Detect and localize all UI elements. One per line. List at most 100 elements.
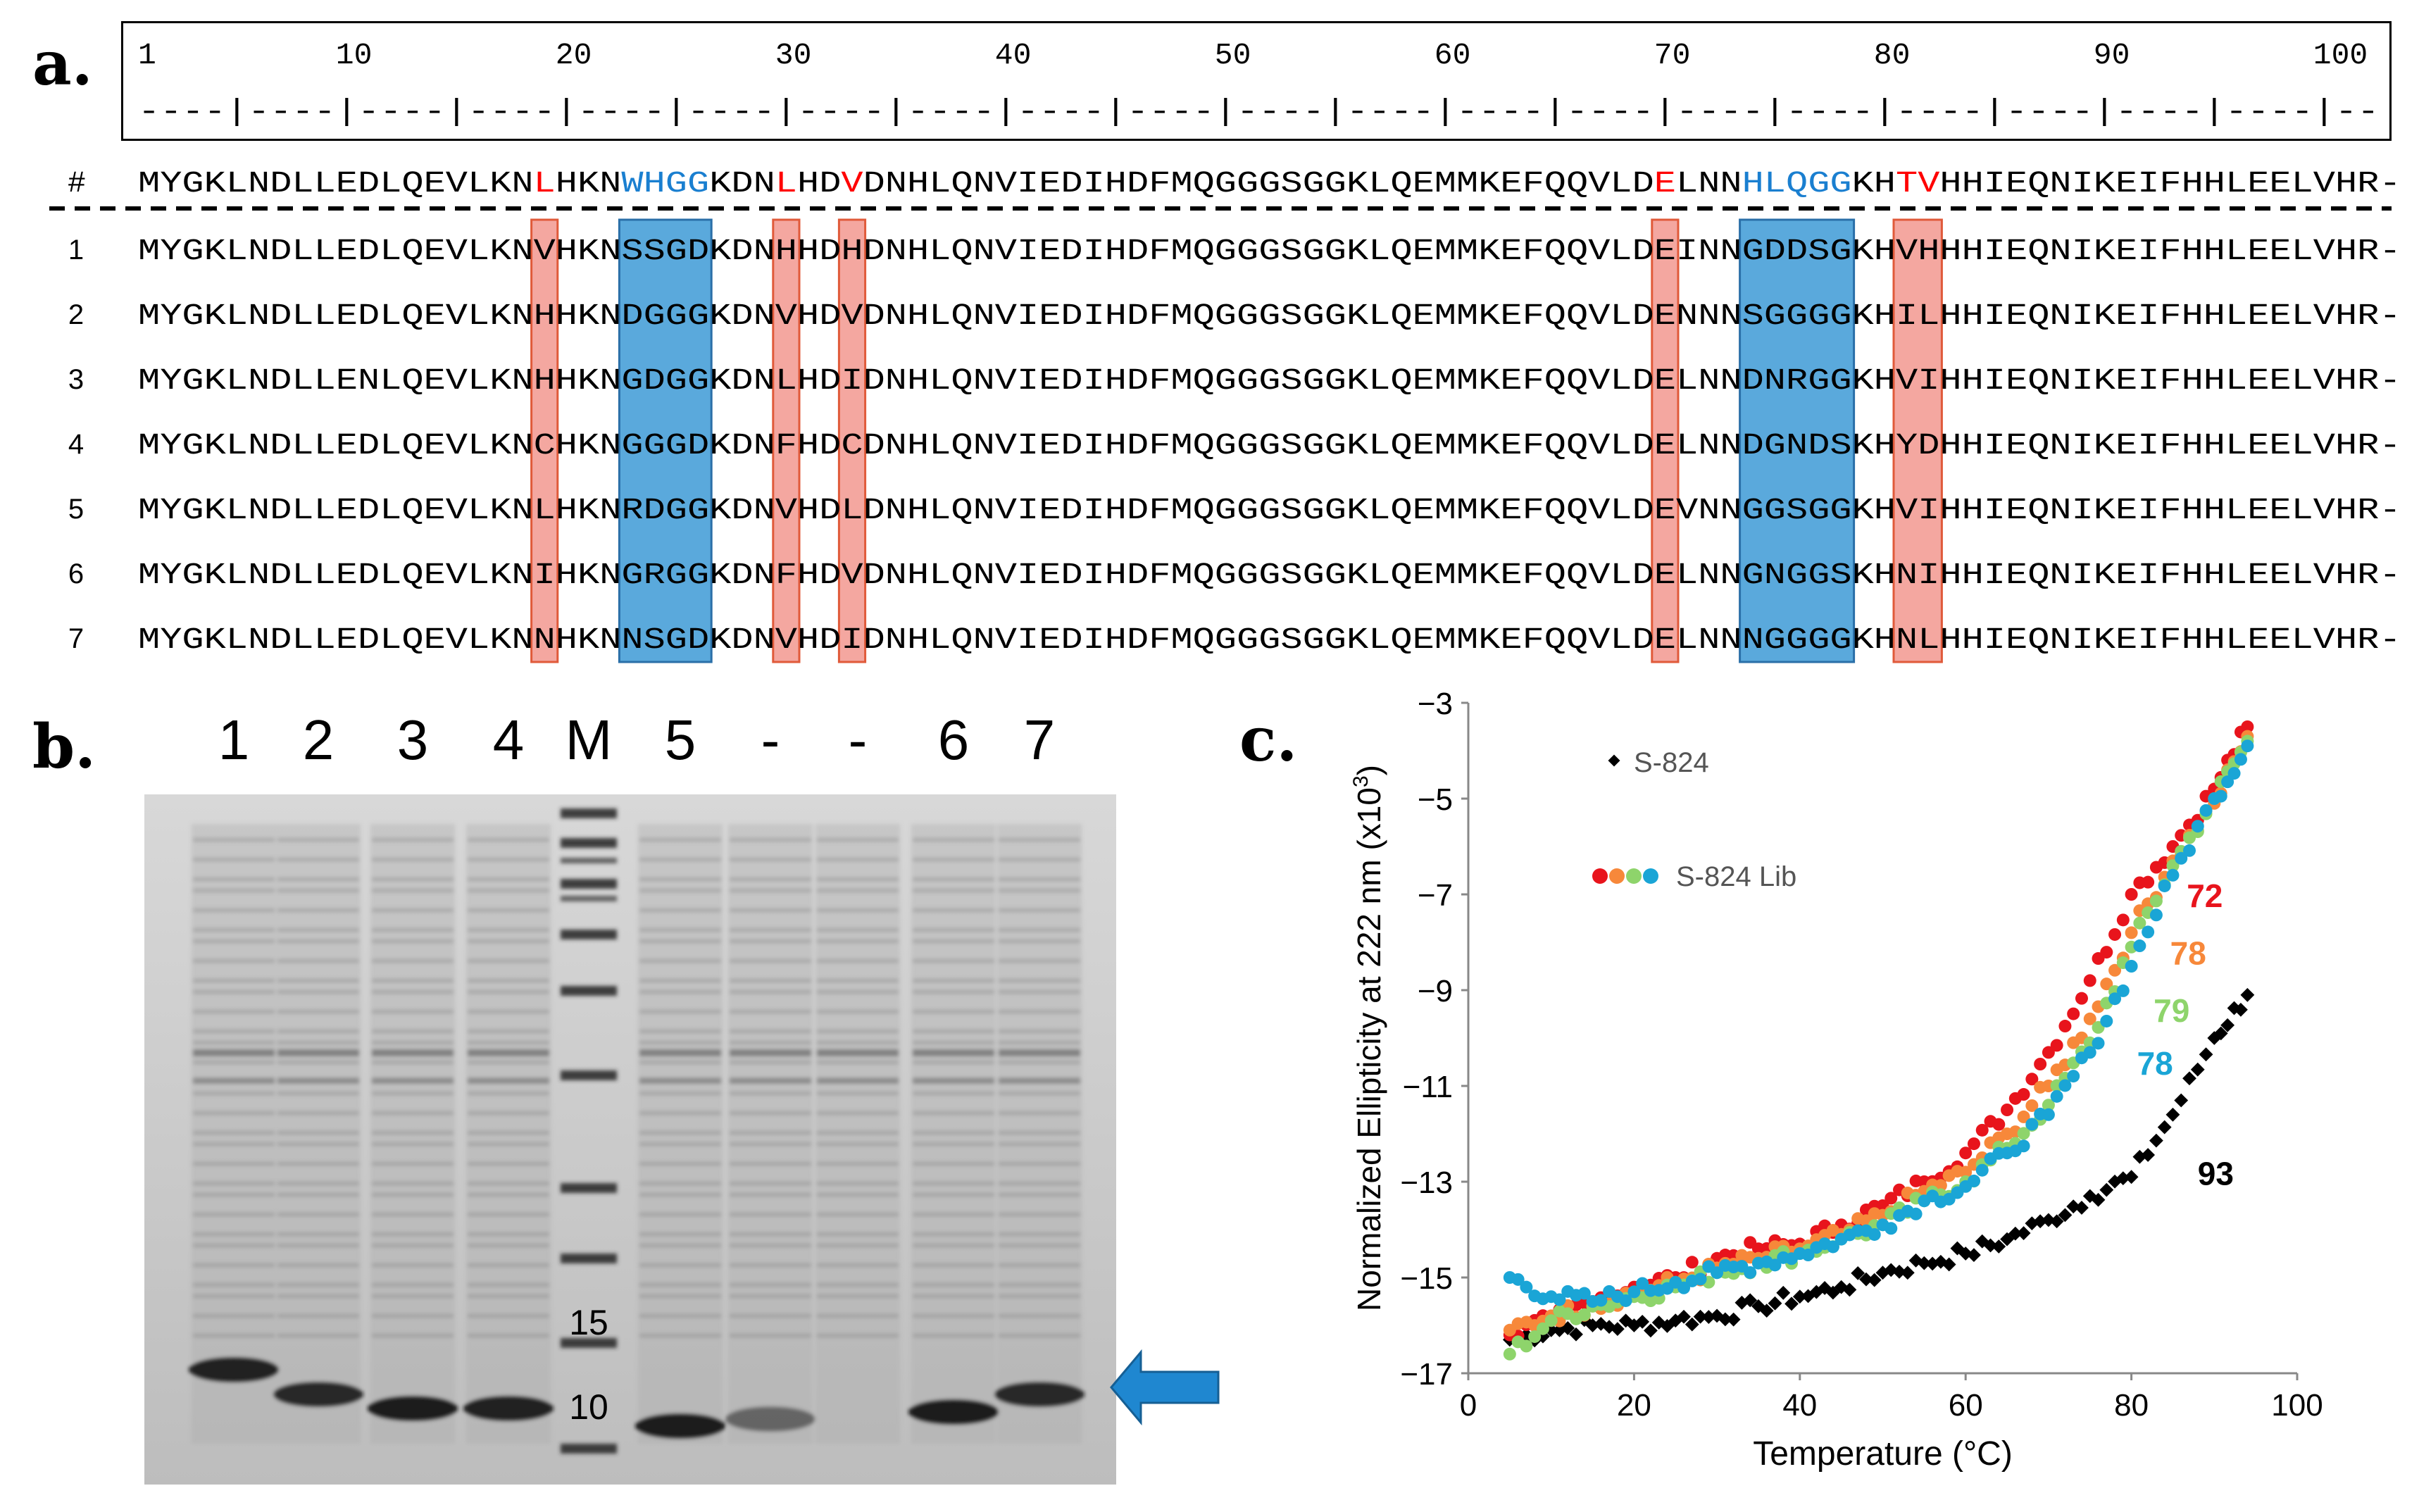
faint-band	[913, 1061, 994, 1064]
marker-band	[561, 896, 617, 901]
faint-band	[639, 939, 721, 943]
faint-band	[817, 1092, 899, 1095]
data-point	[2149, 1133, 2163, 1148]
faint-band	[372, 928, 454, 932]
data-point	[1553, 1293, 1566, 1306]
data-point	[1959, 1166, 1973, 1179]
faint-band	[730, 1030, 811, 1033]
red-highlight-box	[530, 218, 559, 663]
data-point	[2166, 859, 2180, 873]
data-point	[2100, 946, 2113, 959]
lane-label: 2	[303, 708, 335, 771]
faint-band	[468, 1092, 549, 1095]
faint-band	[817, 959, 899, 963]
faint-band	[913, 1232, 994, 1236]
faint-band	[913, 928, 994, 932]
ruler-number: 40	[995, 38, 1032, 73]
sds-page-gel: 1 2 3 4 M 5 - - 6 7 15 10	[144, 708, 1220, 1485]
faint-band	[277, 1283, 359, 1287]
faint-band	[817, 1131, 899, 1135]
data-point	[2042, 1213, 2056, 1227]
faint-band	[913, 1283, 994, 1287]
data-point	[1694, 1273, 1707, 1286]
data-point	[1759, 1304, 1774, 1318]
faint-band	[817, 1193, 899, 1197]
legend-diamond-icon	[1608, 754, 1620, 767]
faint-band	[639, 908, 721, 912]
data-point	[2165, 1107, 2180, 1122]
legend-label: S-824	[1634, 747, 1709, 778]
faint-band	[730, 1314, 811, 1318]
reference-label: #	[68, 166, 86, 201]
band	[468, 1077, 549, 1083]
marker-label-10: 10	[569, 1387, 608, 1427]
data-point	[2116, 913, 2130, 927]
data-point	[2227, 767, 2241, 780]
faint-band	[277, 1232, 359, 1236]
faint-band	[817, 928, 899, 932]
faint-band	[372, 877, 454, 881]
faint-band	[193, 1314, 275, 1318]
y-tick-label: −11	[1403, 1070, 1453, 1104]
ruler-number: 1	[138, 38, 156, 73]
data-point	[2149, 908, 2163, 922]
data-point	[2240, 987, 2255, 1002]
data-point	[2034, 1057, 2047, 1070]
faint-band	[193, 1162, 275, 1166]
faint-band	[639, 1182, 721, 1185]
lane-label: 7	[1024, 708, 1056, 771]
band	[639, 1077, 721, 1083]
marker-band	[561, 930, 617, 939]
faint-band	[913, 1010, 994, 1013]
faint-band	[468, 1314, 549, 1318]
faint-band	[277, 1061, 359, 1064]
data-point	[1842, 1282, 1857, 1297]
faint-band	[468, 1142, 549, 1146]
faint-band	[913, 877, 994, 881]
faint-band	[468, 1182, 549, 1185]
faint-band	[817, 1244, 899, 1247]
faint-band	[999, 1142, 1080, 1146]
x-tick-label: 100	[2271, 1388, 2323, 1423]
data-point	[1975, 1123, 1989, 1137]
faint-band	[468, 1263, 549, 1267]
faint-band	[193, 1193, 275, 1197]
data-point	[1975, 1163, 1989, 1177]
band	[730, 1049, 811, 1056]
faint-band	[730, 1232, 811, 1236]
marker-band	[561, 986, 617, 996]
faint-band	[193, 1334, 275, 1337]
x-axis-label: Temperature (°C)	[1753, 1435, 2013, 1473]
faint-band	[817, 1142, 899, 1146]
tm-annotation: 78	[2170, 935, 2206, 972]
faint-band	[730, 877, 811, 881]
data-point	[2234, 753, 2247, 766]
faint-band	[639, 858, 721, 861]
faint-band	[730, 908, 811, 912]
y-tick-label: −7	[1418, 878, 1453, 913]
data-point	[2058, 1079, 2072, 1092]
faint-band	[277, 1092, 359, 1095]
faint-band	[277, 889, 359, 892]
marker-band	[561, 838, 617, 848]
band	[639, 1049, 721, 1056]
faint-band	[372, 979, 454, 982]
faint-band	[999, 979, 1080, 982]
data-point	[1711, 1266, 1724, 1280]
data-point	[1511, 1273, 1525, 1286]
lane-label: 1	[218, 708, 250, 771]
faint-band	[372, 858, 454, 861]
faint-band	[913, 1244, 994, 1247]
red-highlight-box	[1892, 218, 1943, 663]
data-point	[1867, 1273, 1882, 1287]
faint-band	[817, 1030, 899, 1033]
faint-band	[277, 1162, 359, 1166]
library-sequence: MYGKLNDLLENLQEVLKNHHKNGDGGKDNLHDIDNHLQNV…	[138, 363, 2401, 398]
faint-band	[277, 1244, 359, 1247]
ruler-number: 10	[336, 38, 373, 73]
target-band	[273, 1382, 363, 1407]
data-point	[2042, 1108, 2055, 1121]
faint-band	[193, 1131, 275, 1135]
faint-band	[639, 1041, 721, 1044]
band	[193, 1077, 275, 1083]
